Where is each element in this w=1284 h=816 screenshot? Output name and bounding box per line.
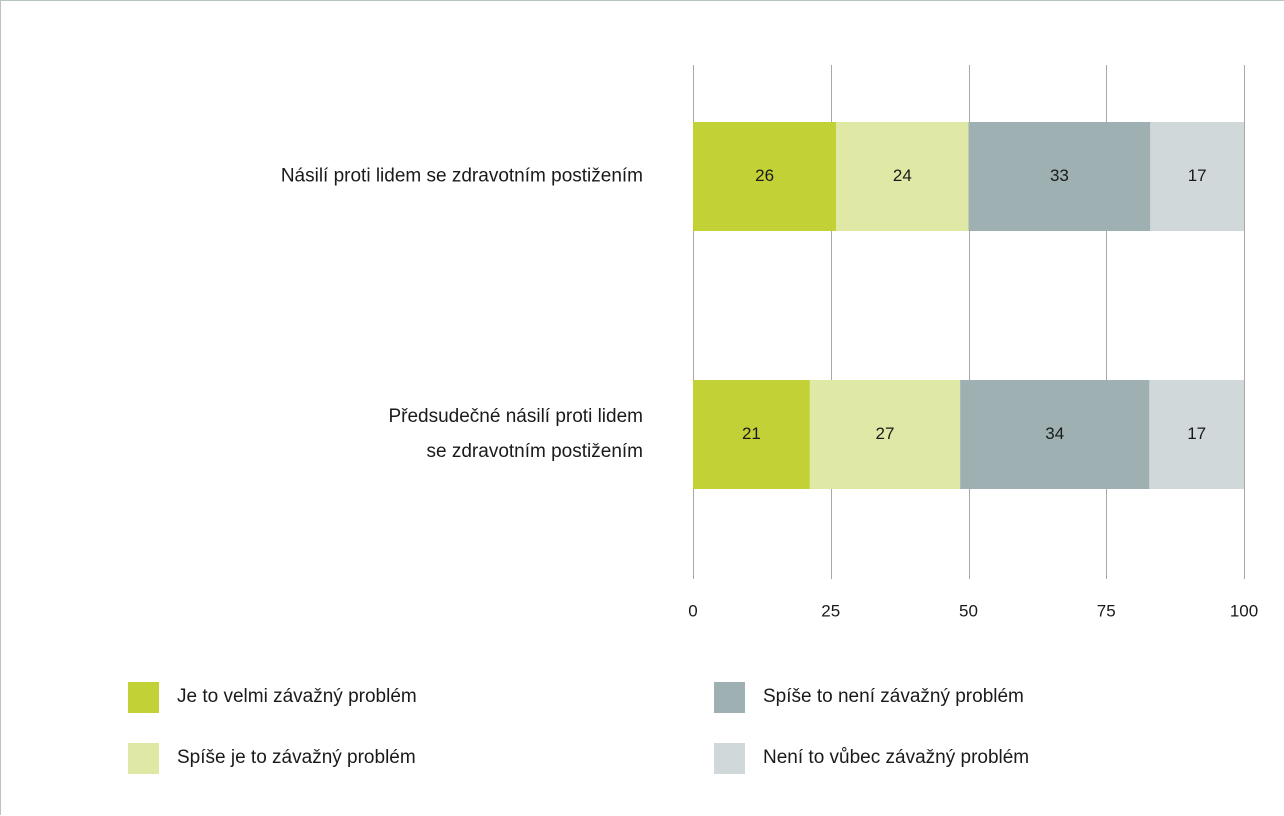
- data-label: 26: [755, 166, 774, 185]
- category-label-line: se zdravotním postižením: [427, 441, 643, 462]
- data-label: 17: [1188, 166, 1207, 185]
- category-label-line: Násilí proti lidem se zdravotním postiže…: [281, 166, 643, 187]
- bar-segment: [809, 380, 961, 489]
- data-label: 21: [742, 424, 761, 443]
- legend-swatch: [128, 681, 159, 713]
- bar-segment: [1149, 380, 1244, 489]
- legend-swatch: [128, 742, 159, 774]
- legend: Je to velmi závažný problém Spíše je to …: [128, 681, 1188, 781]
- legend-item: Spíše to není závažný problém: [714, 681, 1024, 713]
- category-label-line: Předsudečné násilí proti lidem: [388, 406, 643, 427]
- bars: [693, 122, 1244, 489]
- x-tick-label: 100: [1230, 601, 1258, 620]
- data-label: 34: [1045, 424, 1064, 443]
- data-label: 17: [1187, 424, 1206, 443]
- bar-segment: [836, 122, 969, 231]
- x-tick-labels: 0 25 50 75 100: [688, 601, 1258, 620]
- bar-segment: [1150, 122, 1244, 231]
- data-labels: 26 24 33 17 21 27 34 17: [742, 166, 1207, 443]
- legend-label: Není to vůbec závažný problém: [763, 747, 1030, 768]
- bar-segment: [960, 380, 1150, 489]
- data-label: 33: [1050, 166, 1069, 185]
- category-label: Násilí proti lidem se zdravotním postiže…: [281, 166, 643, 187]
- category-labels: Násilí proti lidem se zdravotním postiže…: [281, 166, 643, 463]
- x-tick-label: 25: [821, 601, 840, 620]
- x-tick-label: 50: [959, 601, 978, 620]
- x-tick-label: 75: [1097, 601, 1116, 620]
- bar-segment: [693, 122, 837, 231]
- bar-segment: [968, 122, 1151, 231]
- legend-label: Je to velmi závažný problém: [177, 686, 417, 707]
- legend-item: Spíše je to závažný problém: [128, 742, 416, 774]
- legend-item: Není to vůbec závažný problém: [714, 742, 1029, 774]
- legend-item: Je to velmi závažný problém: [128, 681, 417, 713]
- legend-swatch: [714, 681, 745, 713]
- category-label: Předsudečné násilí proti lidem se zdravot…: [388, 406, 643, 462]
- legend-label: Spíše to není závažný problém: [763, 686, 1024, 707]
- x-tick-label: 0: [688, 601, 697, 620]
- legend-label: Spíše je to závažný problém: [177, 747, 416, 768]
- bar-segment: [693, 380, 810, 489]
- legend-swatch: [714, 742, 745, 774]
- data-label: 24: [893, 166, 912, 185]
- data-label: 27: [876, 424, 895, 443]
